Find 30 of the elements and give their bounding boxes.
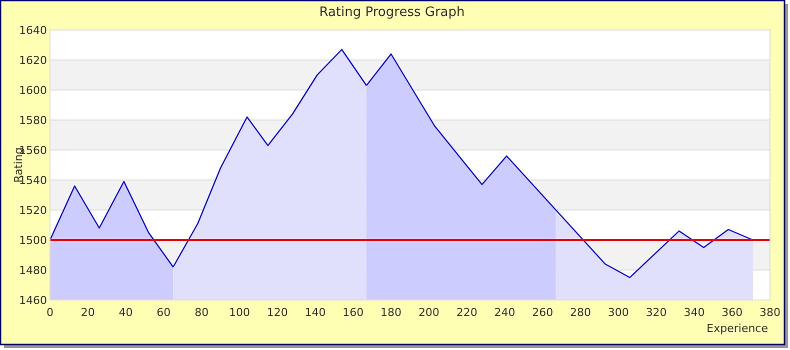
- x-tick-label: 220: [456, 306, 478, 319]
- y-tick-label: 1620: [19, 54, 47, 67]
- y-tick-label: 1460: [19, 294, 47, 307]
- x-tick-label: 140: [304, 306, 326, 319]
- x-tick-label: 80: [194, 306, 209, 319]
- y-tick-label: 1600: [19, 84, 47, 97]
- x-tick-label: 120: [266, 306, 288, 319]
- x-tick-label: 320: [646, 306, 667, 319]
- x-tick-label: 0: [46, 306, 54, 319]
- x-tick-label: 280: [570, 306, 592, 319]
- x-tick-label: 360: [722, 306, 743, 319]
- y-tick-label: 1640: [19, 24, 47, 37]
- x-tick-label: 20: [80, 306, 95, 319]
- y-tick-label: 1500: [19, 234, 47, 247]
- x-tick-label: 240: [494, 306, 516, 319]
- y-tick-label: 1480: [19, 264, 47, 277]
- x-tick-label: 160: [342, 306, 364, 319]
- y-tick-label: 1580: [19, 114, 47, 127]
- x-tick-label: 100: [228, 306, 250, 319]
- chart-title: Rating Progress Graph: [319, 5, 465, 20]
- x-tick-label: 380: [760, 306, 780, 319]
- x-tick-label: 340: [684, 306, 705, 319]
- x-axis-title: Experience: [706, 322, 768, 335]
- x-tick-label: 60: [156, 306, 171, 319]
- x-tick-label: 260: [532, 306, 554, 319]
- y-tick-label: 1520: [19, 204, 47, 217]
- x-tick-label: 40: [118, 306, 133, 319]
- x-tick-label: 200: [418, 306, 440, 319]
- x-tick-label: 300: [608, 306, 629, 319]
- x-tick-label: 180: [380, 306, 402, 319]
